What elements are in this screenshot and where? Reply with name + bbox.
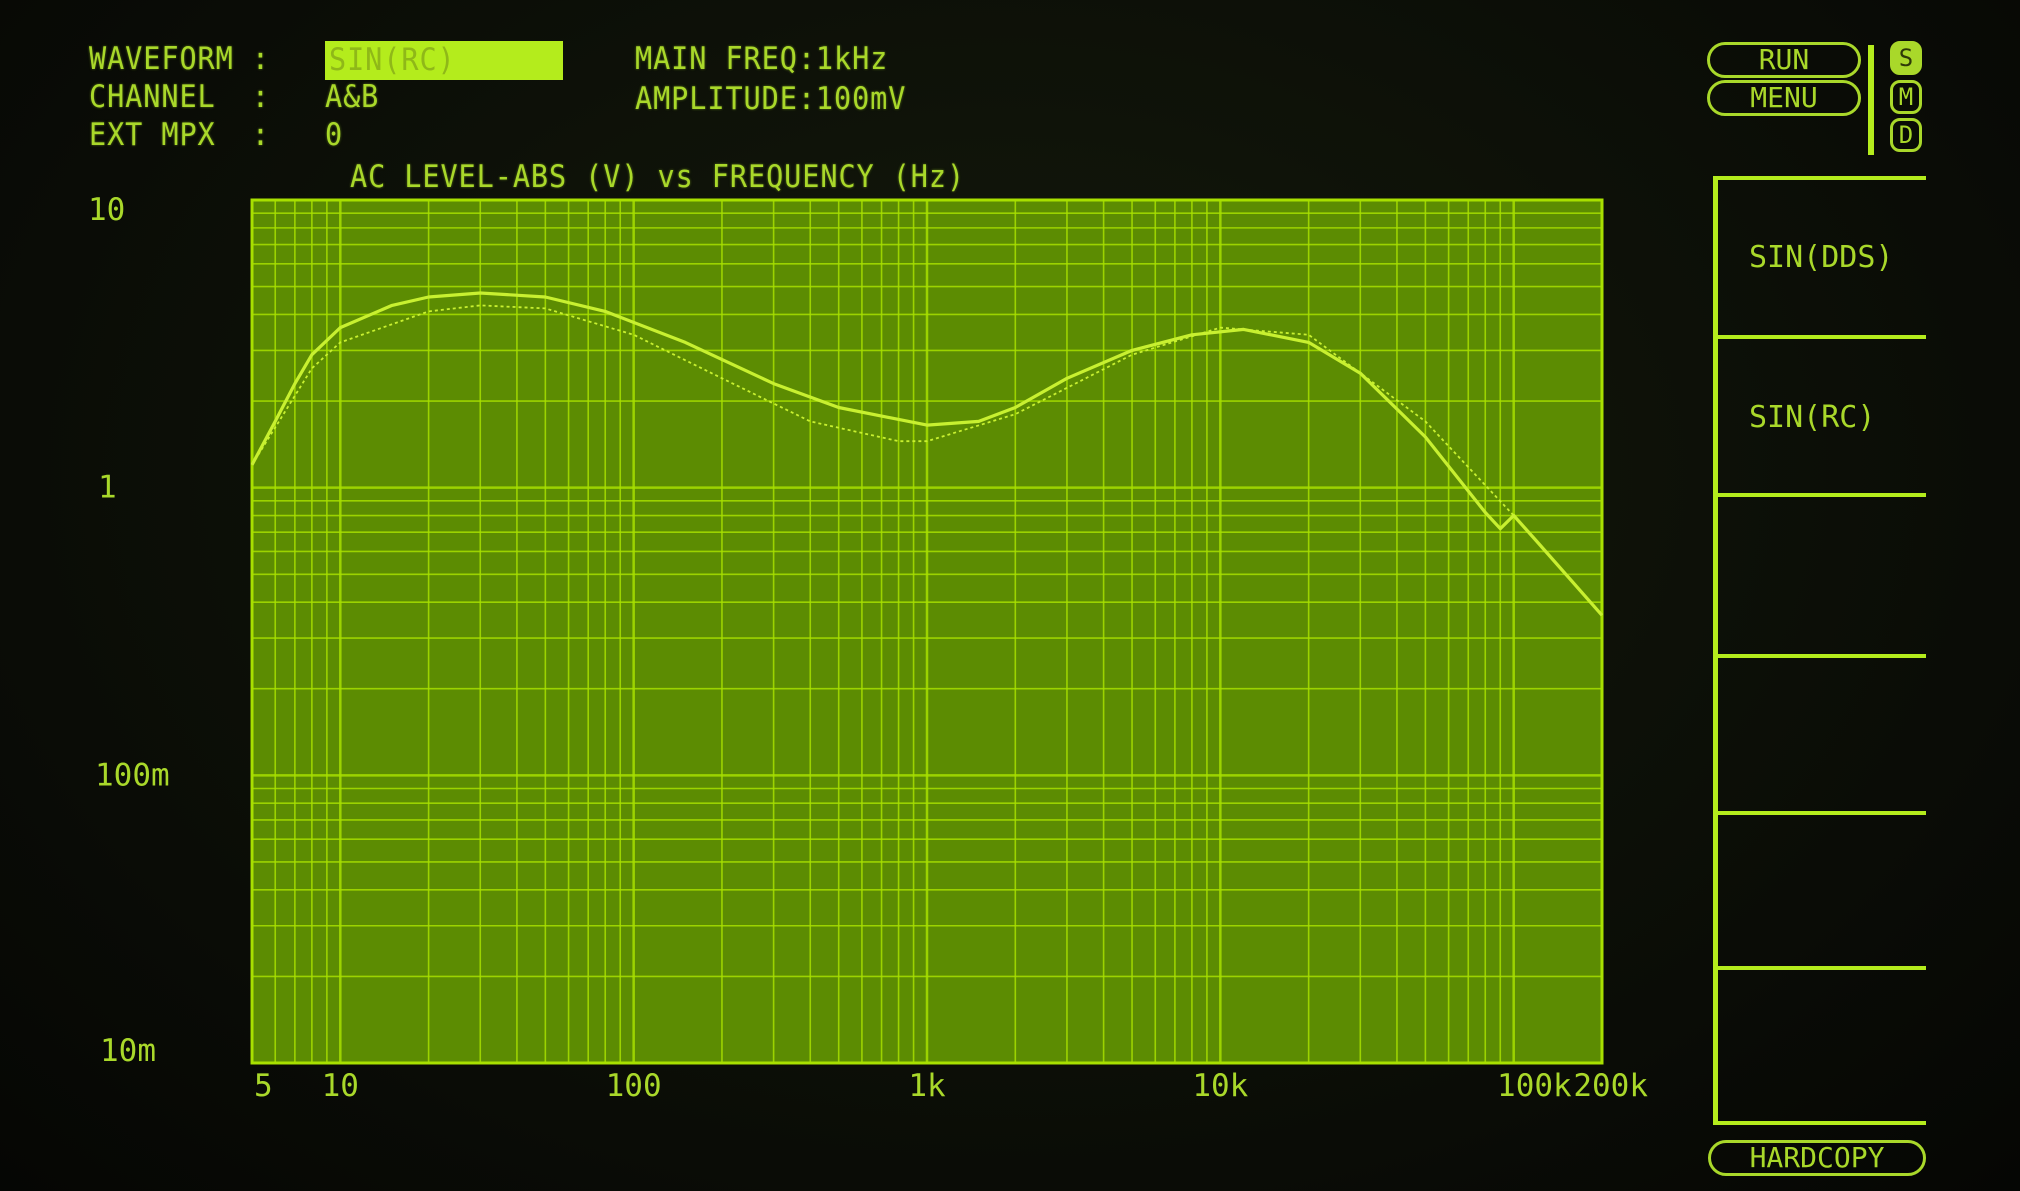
x-tick-label: 200k	[1573, 1068, 1648, 1104]
ext-mpx-value: 0	[325, 117, 344, 153]
main-freq: MAIN FREQ:1kHz	[635, 41, 889, 77]
x-tick-label: 1k	[908, 1068, 946, 1104]
softkey-sin-rc[interactable]: SIN(RC)	[1749, 400, 1876, 435]
mode-divider	[1868, 45, 1874, 155]
trace-solid	[250, 291, 1604, 617]
hardcopy-button[interactable]: HARDCOPY	[1708, 1140, 1926, 1176]
y-tick-label: 10m	[100, 1033, 156, 1069]
channel-label: CHANNEL :	[89, 79, 270, 115]
x-tick-label: 100k	[1497, 1068, 1572, 1104]
waveform-value: SIN(RC)	[329, 42, 456, 78]
y-tick-label: 10	[88, 192, 125, 228]
mode-m-indicator[interactable]: M	[1890, 80, 1922, 114]
softkey-divider	[1713, 493, 1926, 497]
softkey-divider	[1713, 176, 1926, 180]
trace-dotted	[251, 304, 1603, 616]
ext-mpx-label: EXT MPX :	[89, 117, 270, 153]
waveform-label: WAVEFORM :	[89, 41, 270, 77]
x-tick-label: 5	[254, 1068, 273, 1104]
softkey-6[interactable]	[1718, 970, 1926, 1121]
softkey-divider	[1713, 335, 1926, 339]
chart-title: AC LEVEL-ABS (V) vs FREQUENCY (Hz)	[350, 159, 966, 195]
softkey-divider	[1713, 1121, 1926, 1125]
softkey-divider	[1713, 811, 1926, 815]
y-tick-label: 100m	[95, 757, 170, 793]
x-tick-label: 100	[606, 1068, 662, 1104]
softkey-sin-dds[interactable]: SIN(DDS)	[1749, 240, 1894, 275]
mode-d-indicator[interactable]: D	[1890, 118, 1922, 152]
y-tick-label: 1	[98, 470, 117, 506]
softkey-bracket	[1713, 176, 1718, 1124]
mode-s-indicator[interactable]: S	[1890, 41, 1922, 75]
menu-button[interactable]: MENU	[1707, 80, 1861, 116]
x-tick-label: 10	[322, 1068, 359, 1104]
amplitude: AMPLITUDE:100mV	[635, 81, 907, 117]
softkey-5[interactable]	[1718, 815, 1926, 966]
run-button[interactable]: RUN	[1707, 42, 1861, 78]
x-tick-label: 10k	[1192, 1068, 1248, 1104]
softkey-divider	[1713, 966, 1926, 970]
waveform-selector[interactable]: SIN(RC)	[325, 41, 563, 80]
softkey-3[interactable]	[1718, 497, 1926, 654]
channel-value: A&B	[325, 79, 380, 115]
softkey-divider	[1713, 654, 1926, 658]
softkey-4[interactable]	[1718, 658, 1926, 811]
